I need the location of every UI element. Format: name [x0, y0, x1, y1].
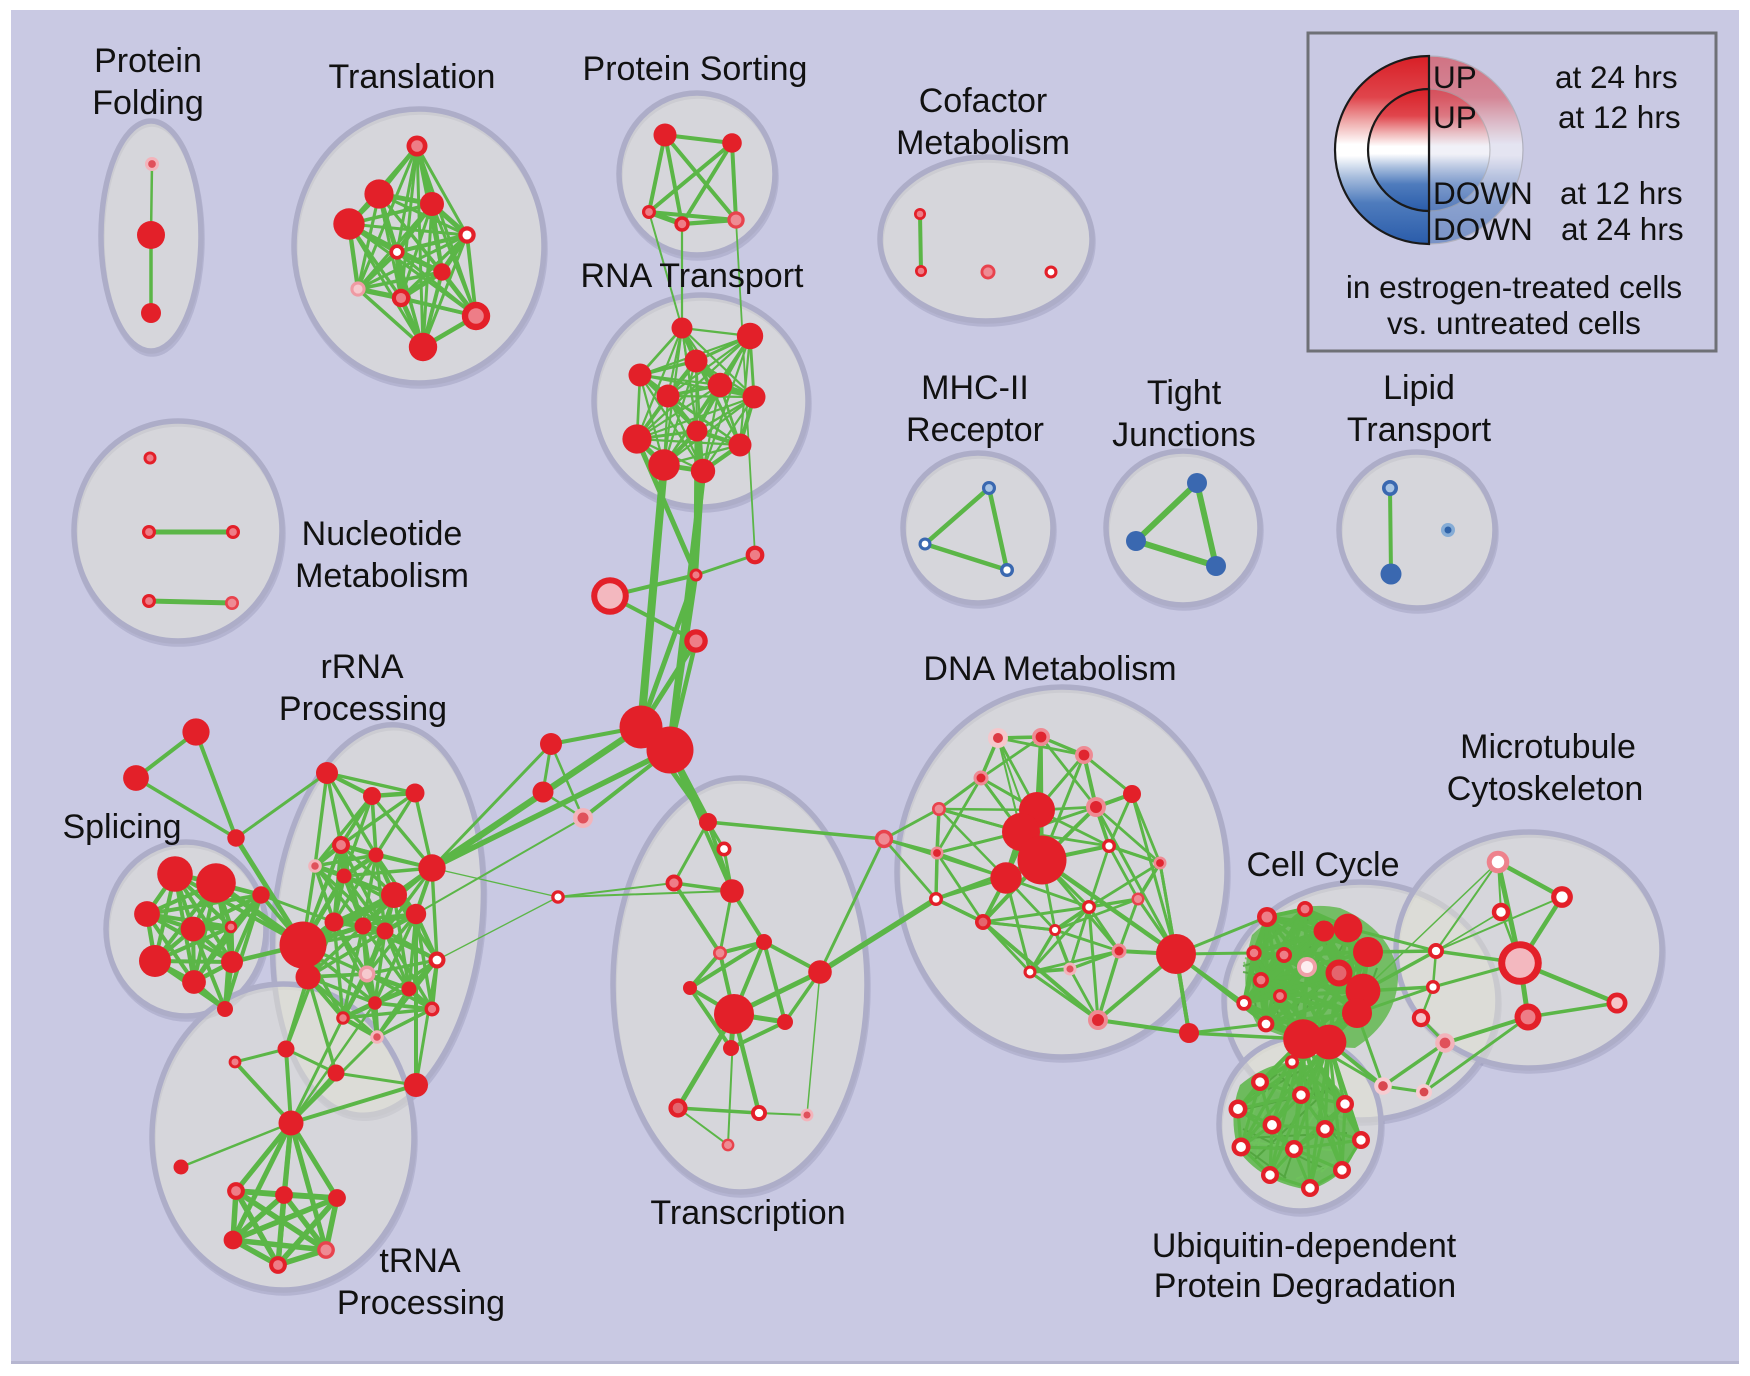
svg-text:Processing: Processing: [337, 1284, 505, 1322]
svg-text:Junctions: Junctions: [1112, 416, 1256, 454]
svg-text:UP: UP: [1433, 99, 1477, 135]
svg-text:Splicing: Splicing: [62, 808, 181, 846]
svg-text:DOWN: DOWN: [1433, 211, 1533, 247]
svg-text:in estrogen-treated cells: in estrogen-treated cells: [1346, 269, 1682, 305]
svg-text:at 24 hrs: at 24 hrs: [1561, 211, 1684, 247]
svg-text:Metabolism: Metabolism: [896, 124, 1070, 162]
svg-text:Translation: Translation: [329, 58, 496, 96]
svg-text:UP: UP: [1433, 59, 1477, 95]
svg-text:Folding: Folding: [92, 84, 204, 122]
svg-text:RNA Transport: RNA Transport: [581, 257, 805, 295]
svg-text:Cofactor: Cofactor: [919, 82, 1048, 120]
svg-text:vs. untreated cells: vs. untreated cells: [1387, 305, 1641, 341]
svg-text:at 24 hrs: at 24 hrs: [1555, 59, 1678, 95]
svg-text:tRNA: tRNA: [379, 1242, 461, 1280]
svg-text:Transport: Transport: [1347, 411, 1492, 449]
svg-text:Protein Degradation: Protein Degradation: [1154, 1267, 1456, 1305]
svg-text:Microtubule: Microtubule: [1460, 728, 1636, 766]
svg-text:Cell Cycle: Cell Cycle: [1246, 846, 1399, 884]
svg-text:DOWN: DOWN: [1433, 175, 1533, 211]
svg-text:Protein: Protein: [94, 42, 202, 80]
svg-text:Nucleotide: Nucleotide: [302, 515, 463, 553]
svg-text:Processing: Processing: [279, 690, 447, 728]
svg-text:at 12 hrs: at 12 hrs: [1558, 99, 1681, 135]
svg-text:Protein Sorting: Protein Sorting: [583, 50, 808, 88]
svg-text:Transcription: Transcription: [650, 1194, 845, 1232]
svg-text:Receptor: Receptor: [906, 411, 1044, 449]
svg-text:DNA Metabolism: DNA Metabolism: [923, 650, 1176, 688]
svg-text:Ubiquitin-dependent: Ubiquitin-dependent: [1152, 1227, 1457, 1265]
svg-text:Tight: Tight: [1147, 374, 1222, 412]
svg-text:Lipid: Lipid: [1383, 369, 1455, 407]
svg-text:Metabolism: Metabolism: [295, 557, 469, 595]
svg-text:at 12 hrs: at 12 hrs: [1560, 175, 1683, 211]
svg-text:rRNA: rRNA: [320, 648, 403, 686]
svg-text:MHC-II: MHC-II: [921, 369, 1029, 407]
svg-text:Cytoskeleton: Cytoskeleton: [1447, 770, 1644, 808]
